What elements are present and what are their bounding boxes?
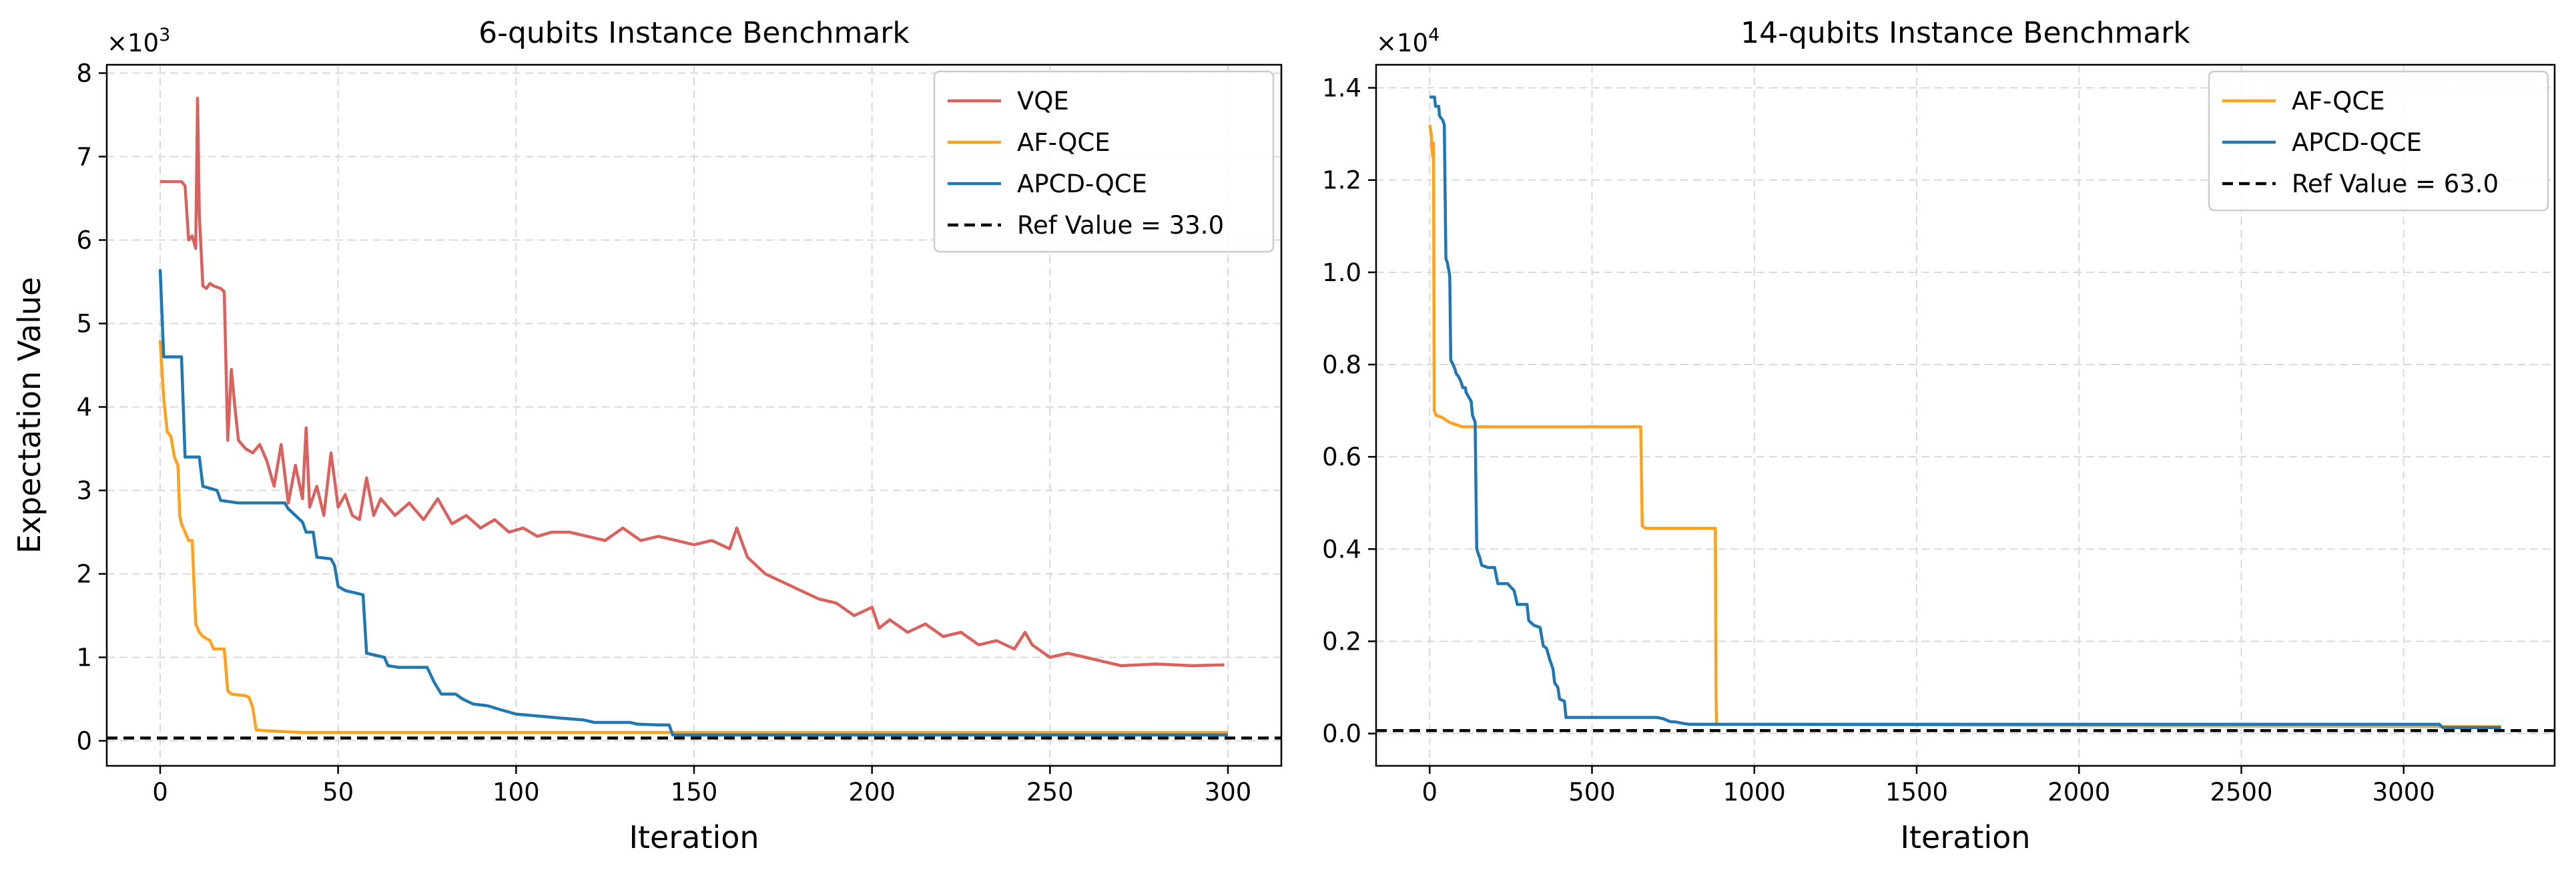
y-tick-label: 0.6 xyxy=(1322,443,1361,471)
y-tick-label: 0 xyxy=(76,727,92,756)
chart-title: 6-qubits Instance Benchmark xyxy=(478,16,910,50)
legend-entry: APCD-QCE xyxy=(1017,170,1147,198)
y-tick-label: 0.8 xyxy=(1322,351,1361,379)
x-axis-label: Iteration xyxy=(1900,819,2030,855)
chart-title: 14-qubits Instance Benchmark xyxy=(1740,16,2190,50)
x-tick-label: 0 xyxy=(152,778,168,807)
y-multiplier-base: ×10 xyxy=(107,29,159,57)
y-multiplier-exponent: 3 xyxy=(159,25,170,45)
legend-entry: APCD-QCE xyxy=(2292,128,2422,157)
x-tick-label: 3000 xyxy=(2372,778,2435,807)
y-tick-label: 5 xyxy=(76,310,92,339)
series-line-vqe xyxy=(160,96,1225,668)
legend-box xyxy=(2208,70,2549,212)
y-tick-label: 2 xyxy=(76,560,92,589)
y-tick-label: 7 xyxy=(76,143,92,172)
series-line-apcd-qce xyxy=(158,269,1228,737)
legend: AF-QCE APCD-QCE Ref Value = 63.0 xyxy=(2208,70,2549,212)
y-tick-label: 1.4 xyxy=(1322,74,1361,103)
x-tick-label: 150 xyxy=(671,778,718,807)
legend-entry: AF-QCE xyxy=(2292,87,2385,116)
x-tick-label: 200 xyxy=(848,778,896,807)
series-line-af-qce xyxy=(158,340,1228,734)
y-axis-multiplier: ×103 xyxy=(107,25,170,57)
legend-entry: Ref Value = 63.0 xyxy=(2292,170,2499,198)
x-tick-label: 100 xyxy=(493,778,540,807)
x-tick-label: 300 xyxy=(1205,778,1252,807)
legend-box xyxy=(933,70,1275,253)
x-tick-label: 50 xyxy=(322,778,354,807)
x-tick-label: 1000 xyxy=(1723,778,1786,807)
y-tick-label: 0.2 xyxy=(1322,627,1361,656)
x-tick-label: 0 xyxy=(1421,778,1437,807)
series-line-apcd-qce xyxy=(1429,95,2501,729)
y-tick-label: 8 xyxy=(76,59,92,88)
y-tick-label: 0.4 xyxy=(1322,535,1361,564)
series-line-af-qce xyxy=(1428,124,2501,728)
y-multiplier-exponent: 4 xyxy=(1428,25,1439,45)
x-tick-label: 500 xyxy=(1568,778,1616,807)
plot-frame xyxy=(1375,63,2556,767)
x-axis-label: Iteration xyxy=(629,819,759,855)
y-tick-label: 0.0 xyxy=(1322,720,1361,748)
chart-14-qubits: 0 500 1000 1500 2000 2500 3000 0.0 0.2 0.4 0.6 0.8 1… xyxy=(1322,16,2556,855)
x-tick-label: 1500 xyxy=(1885,778,1948,807)
legend-entry: Ref Value = 33.0 xyxy=(1017,211,1224,240)
y-tick-label: 1.2 xyxy=(1322,166,1361,195)
legend: VQE AF-QCE APCD-QCE Ref Value = 33.0 xyxy=(933,70,1275,253)
y-tick-label: 4 xyxy=(76,393,92,422)
y-tick-label: 1 xyxy=(76,644,92,672)
y-axis-label: Expectation Value xyxy=(11,277,47,554)
y-tick-label: 6 xyxy=(76,226,92,255)
x-tick-label: 2500 xyxy=(2210,778,2272,807)
y-tick-label: 1.0 xyxy=(1322,258,1361,287)
legend-entry: AF-QCE xyxy=(1017,128,1110,157)
legend-entry: VQE xyxy=(1017,87,1069,116)
y-tick-label: 3 xyxy=(76,477,92,505)
x-tick-label: 2000 xyxy=(2047,778,2110,807)
x-tick-label: 250 xyxy=(1026,778,1074,807)
y-multiplier-base: ×10 xyxy=(1376,29,1428,57)
y-axis-multiplier: ×104 xyxy=(1376,25,1439,57)
